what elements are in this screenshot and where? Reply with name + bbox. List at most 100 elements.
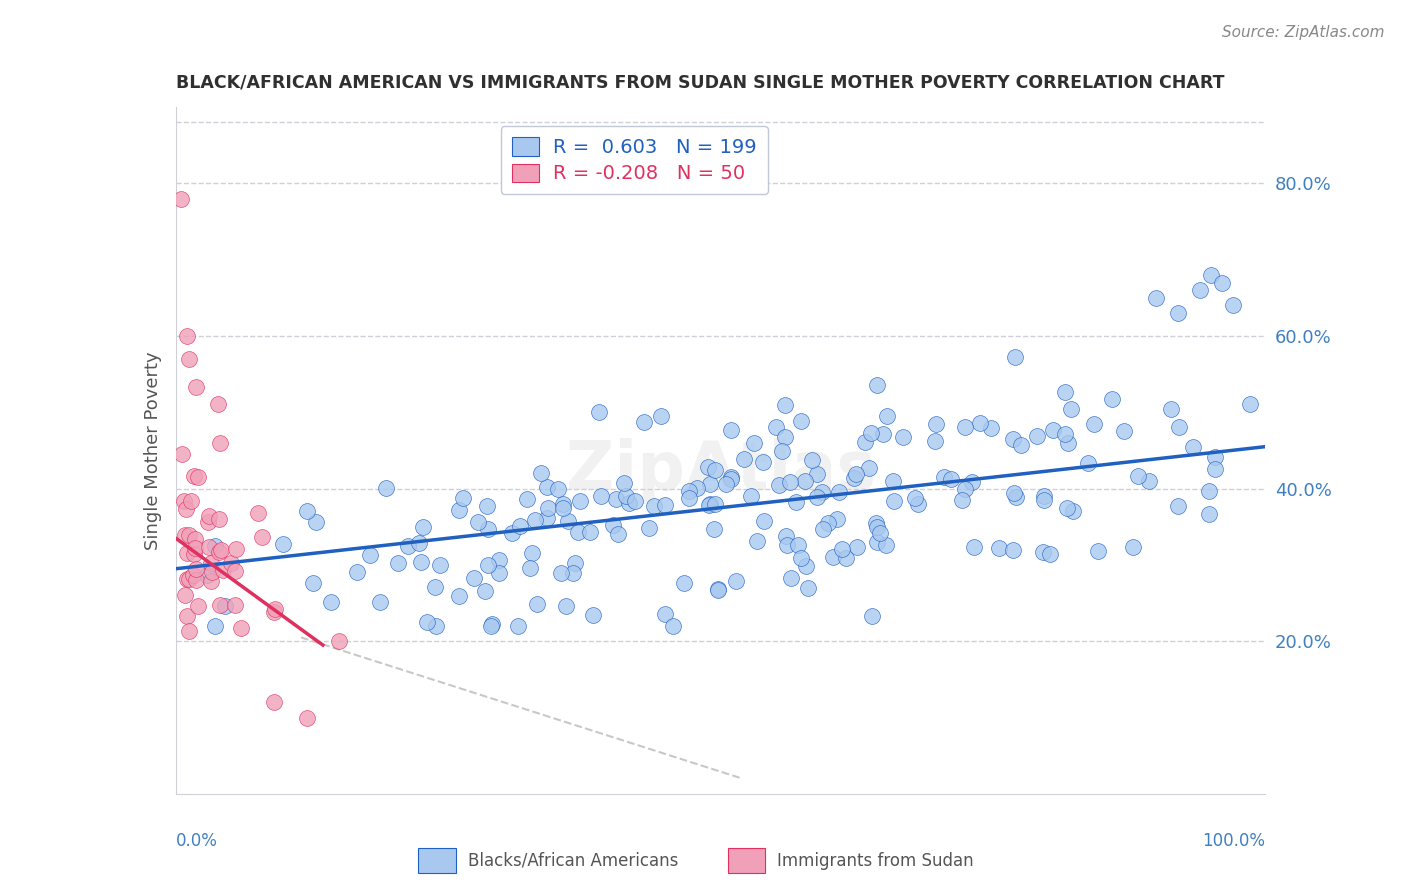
Point: [960, 475, 983, 490]
Point: [328, 634, 350, 648]
Point: [187, 469, 209, 483]
Point: [806, 467, 828, 481]
Point: [904, 491, 927, 505]
Point: [172, 447, 194, 461]
Point: [212, 563, 235, 577]
Point: [536, 480, 558, 494]
Point: [564, 556, 586, 570]
Point: [582, 607, 605, 622]
Point: [509, 519, 531, 533]
Point: [860, 425, 883, 440]
Point: [553, 500, 575, 515]
Text: Immigrants from Sudan: Immigrants from Sudan: [778, 852, 974, 870]
Point: [1198, 484, 1220, 499]
Point: [447, 503, 470, 517]
Point: [1010, 437, 1032, 451]
Point: [869, 526, 891, 541]
Point: [662, 619, 685, 633]
Point: [567, 525, 589, 540]
Point: [198, 509, 221, 524]
Point: [1204, 462, 1226, 476]
Point: [263, 602, 285, 616]
Point: [1032, 544, 1054, 558]
Y-axis label: Single Mother Poverty: Single Mother Poverty: [143, 351, 162, 549]
Point: [1056, 436, 1078, 450]
Point: [174, 528, 197, 542]
FancyBboxPatch shape: [419, 848, 456, 873]
Point: [835, 551, 858, 566]
Point: [209, 598, 232, 612]
Point: [1004, 491, 1026, 505]
Point: [613, 476, 636, 491]
Point: [1101, 392, 1123, 406]
Point: [425, 619, 447, 633]
Point: [773, 399, 796, 413]
Point: [988, 541, 1011, 555]
Point: [699, 498, 721, 512]
Point: [1054, 385, 1077, 400]
Point: [623, 494, 645, 508]
Point: [224, 598, 246, 612]
Point: [932, 470, 955, 484]
Point: [779, 475, 801, 490]
Point: [1128, 469, 1150, 483]
Point: [198, 540, 221, 554]
Point: [811, 485, 834, 500]
Point: [697, 459, 720, 474]
Point: [860, 608, 883, 623]
Point: [678, 483, 700, 498]
Point: [209, 542, 232, 557]
Point: [526, 598, 548, 612]
Point: [1144, 291, 1167, 305]
Point: [1181, 440, 1204, 454]
Point: [247, 506, 270, 520]
Point: [557, 514, 579, 528]
Point: [183, 469, 205, 483]
Point: [980, 421, 1002, 435]
Point: [263, 695, 285, 709]
Point: [200, 574, 222, 589]
Point: [969, 416, 991, 430]
Point: [184, 573, 207, 587]
Point: [785, 495, 807, 509]
Point: [699, 477, 721, 491]
Point: [209, 436, 232, 450]
Point: [770, 444, 793, 458]
Point: [176, 609, 198, 624]
Point: [501, 525, 523, 540]
Point: [181, 568, 204, 582]
Point: [813, 523, 835, 537]
Point: [1222, 298, 1244, 312]
Point: [263, 605, 285, 619]
Text: 0.0%: 0.0%: [176, 831, 218, 850]
Point: [1033, 493, 1056, 508]
Point: [250, 530, 273, 544]
Point: [207, 397, 229, 411]
Point: [204, 619, 226, 633]
Point: [214, 599, 236, 614]
Point: [1137, 474, 1160, 488]
Point: [467, 515, 489, 529]
Point: [359, 549, 381, 563]
Point: [806, 490, 828, 504]
Point: [186, 562, 208, 576]
Point: [765, 419, 787, 434]
Point: [520, 546, 543, 560]
Point: [1033, 490, 1056, 504]
Point: [197, 515, 219, 529]
Point: [174, 502, 197, 516]
Point: [617, 495, 640, 509]
Point: [1189, 283, 1212, 297]
Point: [295, 504, 318, 518]
Point: [614, 489, 637, 503]
Point: [1083, 417, 1105, 432]
Point: [173, 588, 195, 602]
Point: [537, 501, 560, 516]
Point: [451, 491, 474, 505]
Text: Source: ZipAtlas.com: Source: ZipAtlas.com: [1222, 25, 1385, 40]
Point: [955, 482, 977, 496]
Point: [706, 582, 728, 597]
Point: [720, 470, 742, 484]
Point: [866, 378, 889, 392]
Point: [176, 545, 198, 559]
